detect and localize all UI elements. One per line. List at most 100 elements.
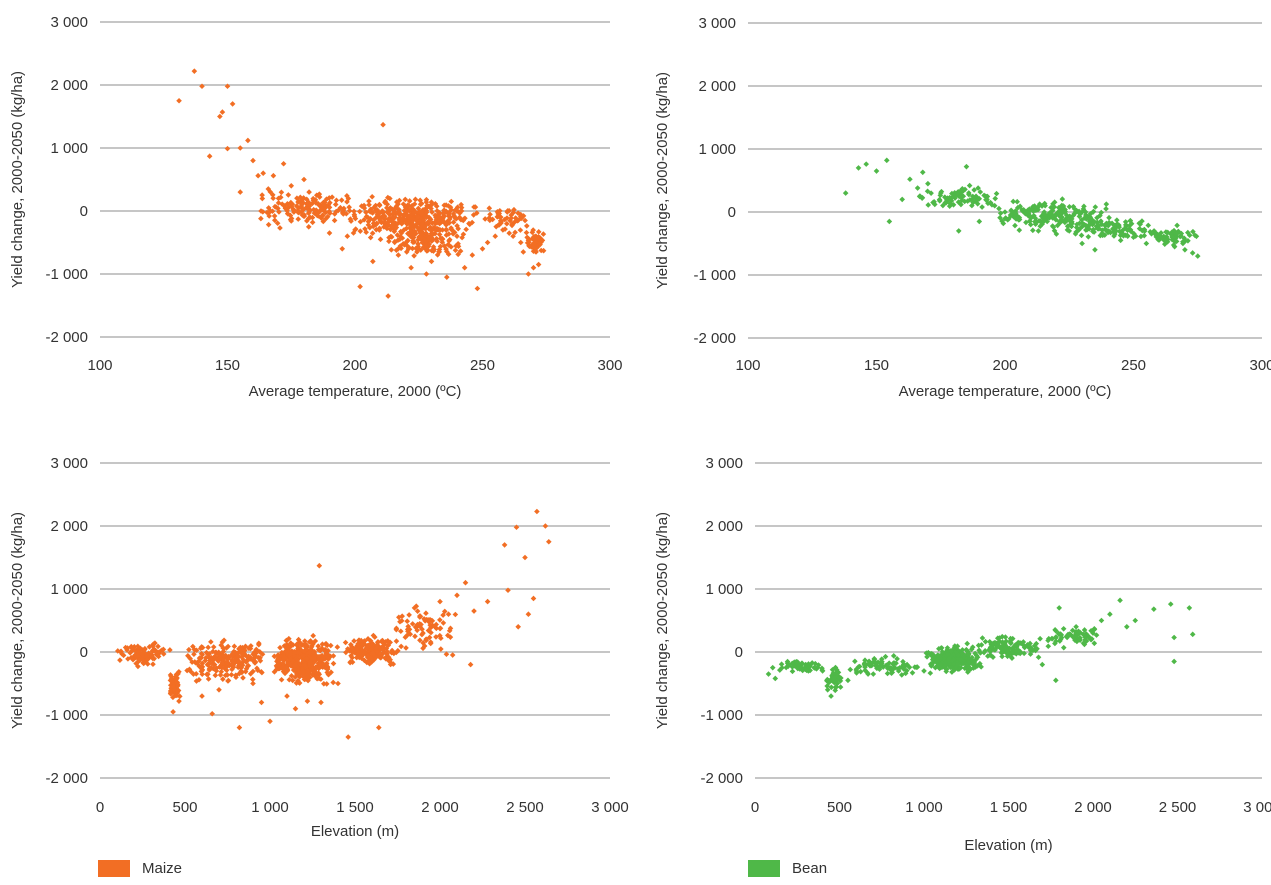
x-axis-label: Average temperature, 2000 (ºC) bbox=[899, 383, 1112, 400]
data-point bbox=[423, 196, 430, 203]
data-point bbox=[218, 642, 225, 648]
data-point bbox=[1091, 640, 1098, 647]
data-point bbox=[304, 656, 310, 662]
data-point bbox=[457, 248, 464, 254]
y-tick-label: 2 000 bbox=[705, 518, 743, 535]
x-tick-label: 200 bbox=[992, 357, 1017, 374]
data-point bbox=[382, 198, 389, 205]
data-point bbox=[803, 667, 810, 674]
data-point bbox=[1027, 221, 1034, 228]
data-point bbox=[117, 657, 123, 663]
data-point bbox=[276, 665, 283, 672]
data-point bbox=[255, 667, 261, 674]
data-point bbox=[439, 236, 445, 243]
data-point bbox=[221, 637, 227, 644]
data-point bbox=[267, 208, 274, 214]
data-point bbox=[1027, 643, 1033, 650]
data-point bbox=[899, 196, 905, 203]
data-point bbox=[223, 645, 230, 651]
data-point bbox=[1051, 204, 1058, 210]
data-point bbox=[319, 641, 326, 648]
data-point bbox=[1015, 204, 1021, 211]
data-point bbox=[430, 244, 437, 250]
data-point bbox=[896, 665, 903, 671]
y-tick-label: -1 000 bbox=[45, 266, 88, 283]
y-tick-label: -2 000 bbox=[700, 770, 743, 787]
data-point bbox=[441, 608, 448, 615]
data-point bbox=[914, 185, 921, 191]
data-point bbox=[1007, 639, 1014, 646]
data-point bbox=[394, 232, 401, 238]
data-point bbox=[425, 627, 432, 634]
data-point bbox=[960, 187, 967, 194]
data-point bbox=[963, 163, 970, 170]
data-point bbox=[274, 220, 281, 227]
data-point bbox=[401, 207, 408, 214]
data-point bbox=[389, 206, 396, 213]
data-point bbox=[852, 658, 858, 665]
data-point bbox=[969, 661, 976, 668]
data-point bbox=[1056, 218, 1063, 225]
data-point bbox=[884, 670, 891, 677]
data-point bbox=[1083, 222, 1089, 229]
data-point bbox=[286, 204, 292, 211]
data-point bbox=[1010, 198, 1017, 205]
data-point bbox=[1000, 648, 1007, 655]
data-point bbox=[925, 180, 931, 187]
data-point bbox=[529, 235, 536, 242]
data-point bbox=[316, 562, 323, 569]
data-point bbox=[346, 204, 352, 211]
data-point bbox=[1124, 233, 1131, 240]
data-point bbox=[979, 635, 986, 641]
data-point bbox=[1156, 237, 1162, 243]
data-point bbox=[275, 195, 282, 202]
data-point bbox=[186, 646, 192, 653]
data-point bbox=[1016, 227, 1023, 233]
data-point bbox=[231, 643, 238, 650]
data-point bbox=[1037, 635, 1043, 642]
data-point bbox=[450, 231, 456, 237]
data-point bbox=[270, 195, 276, 202]
data-point bbox=[1077, 210, 1084, 216]
data-point bbox=[295, 677, 301, 684]
data-point bbox=[284, 642, 290, 648]
data-point bbox=[245, 655, 252, 662]
data-point bbox=[306, 649, 313, 656]
data-point bbox=[421, 616, 427, 622]
data-point bbox=[437, 617, 443, 623]
data-point bbox=[281, 202, 287, 209]
data-point bbox=[428, 617, 435, 624]
data-point bbox=[382, 215, 388, 222]
data-point bbox=[185, 652, 191, 659]
data-point bbox=[769, 664, 776, 671]
y-tick-label: 2 000 bbox=[698, 78, 736, 95]
data-point bbox=[383, 223, 389, 229]
data-point bbox=[167, 672, 174, 678]
data-point bbox=[418, 200, 425, 207]
data-point bbox=[421, 213, 427, 220]
data-point bbox=[247, 670, 254, 677]
data-point bbox=[332, 201, 339, 208]
data-points bbox=[176, 68, 547, 299]
data-point bbox=[830, 678, 836, 685]
data-point bbox=[1189, 250, 1196, 256]
data-point bbox=[384, 201, 391, 208]
data-point bbox=[280, 656, 286, 663]
data-point bbox=[287, 212, 294, 219]
data-point bbox=[196, 676, 202, 683]
data-point bbox=[1078, 232, 1085, 239]
data-point bbox=[454, 204, 461, 210]
data-point bbox=[1038, 213, 1045, 220]
data-point bbox=[438, 646, 444, 652]
x-tick-label: 2 500 bbox=[1159, 799, 1197, 816]
data-point bbox=[220, 648, 227, 655]
data-point bbox=[344, 233, 351, 239]
data-point bbox=[230, 664, 237, 670]
data-point bbox=[447, 204, 454, 211]
data-point bbox=[502, 226, 508, 232]
data-point bbox=[208, 664, 215, 671]
data-point bbox=[277, 644, 283, 651]
data-point bbox=[374, 211, 381, 217]
data-point bbox=[484, 598, 491, 605]
data-point bbox=[439, 227, 446, 233]
